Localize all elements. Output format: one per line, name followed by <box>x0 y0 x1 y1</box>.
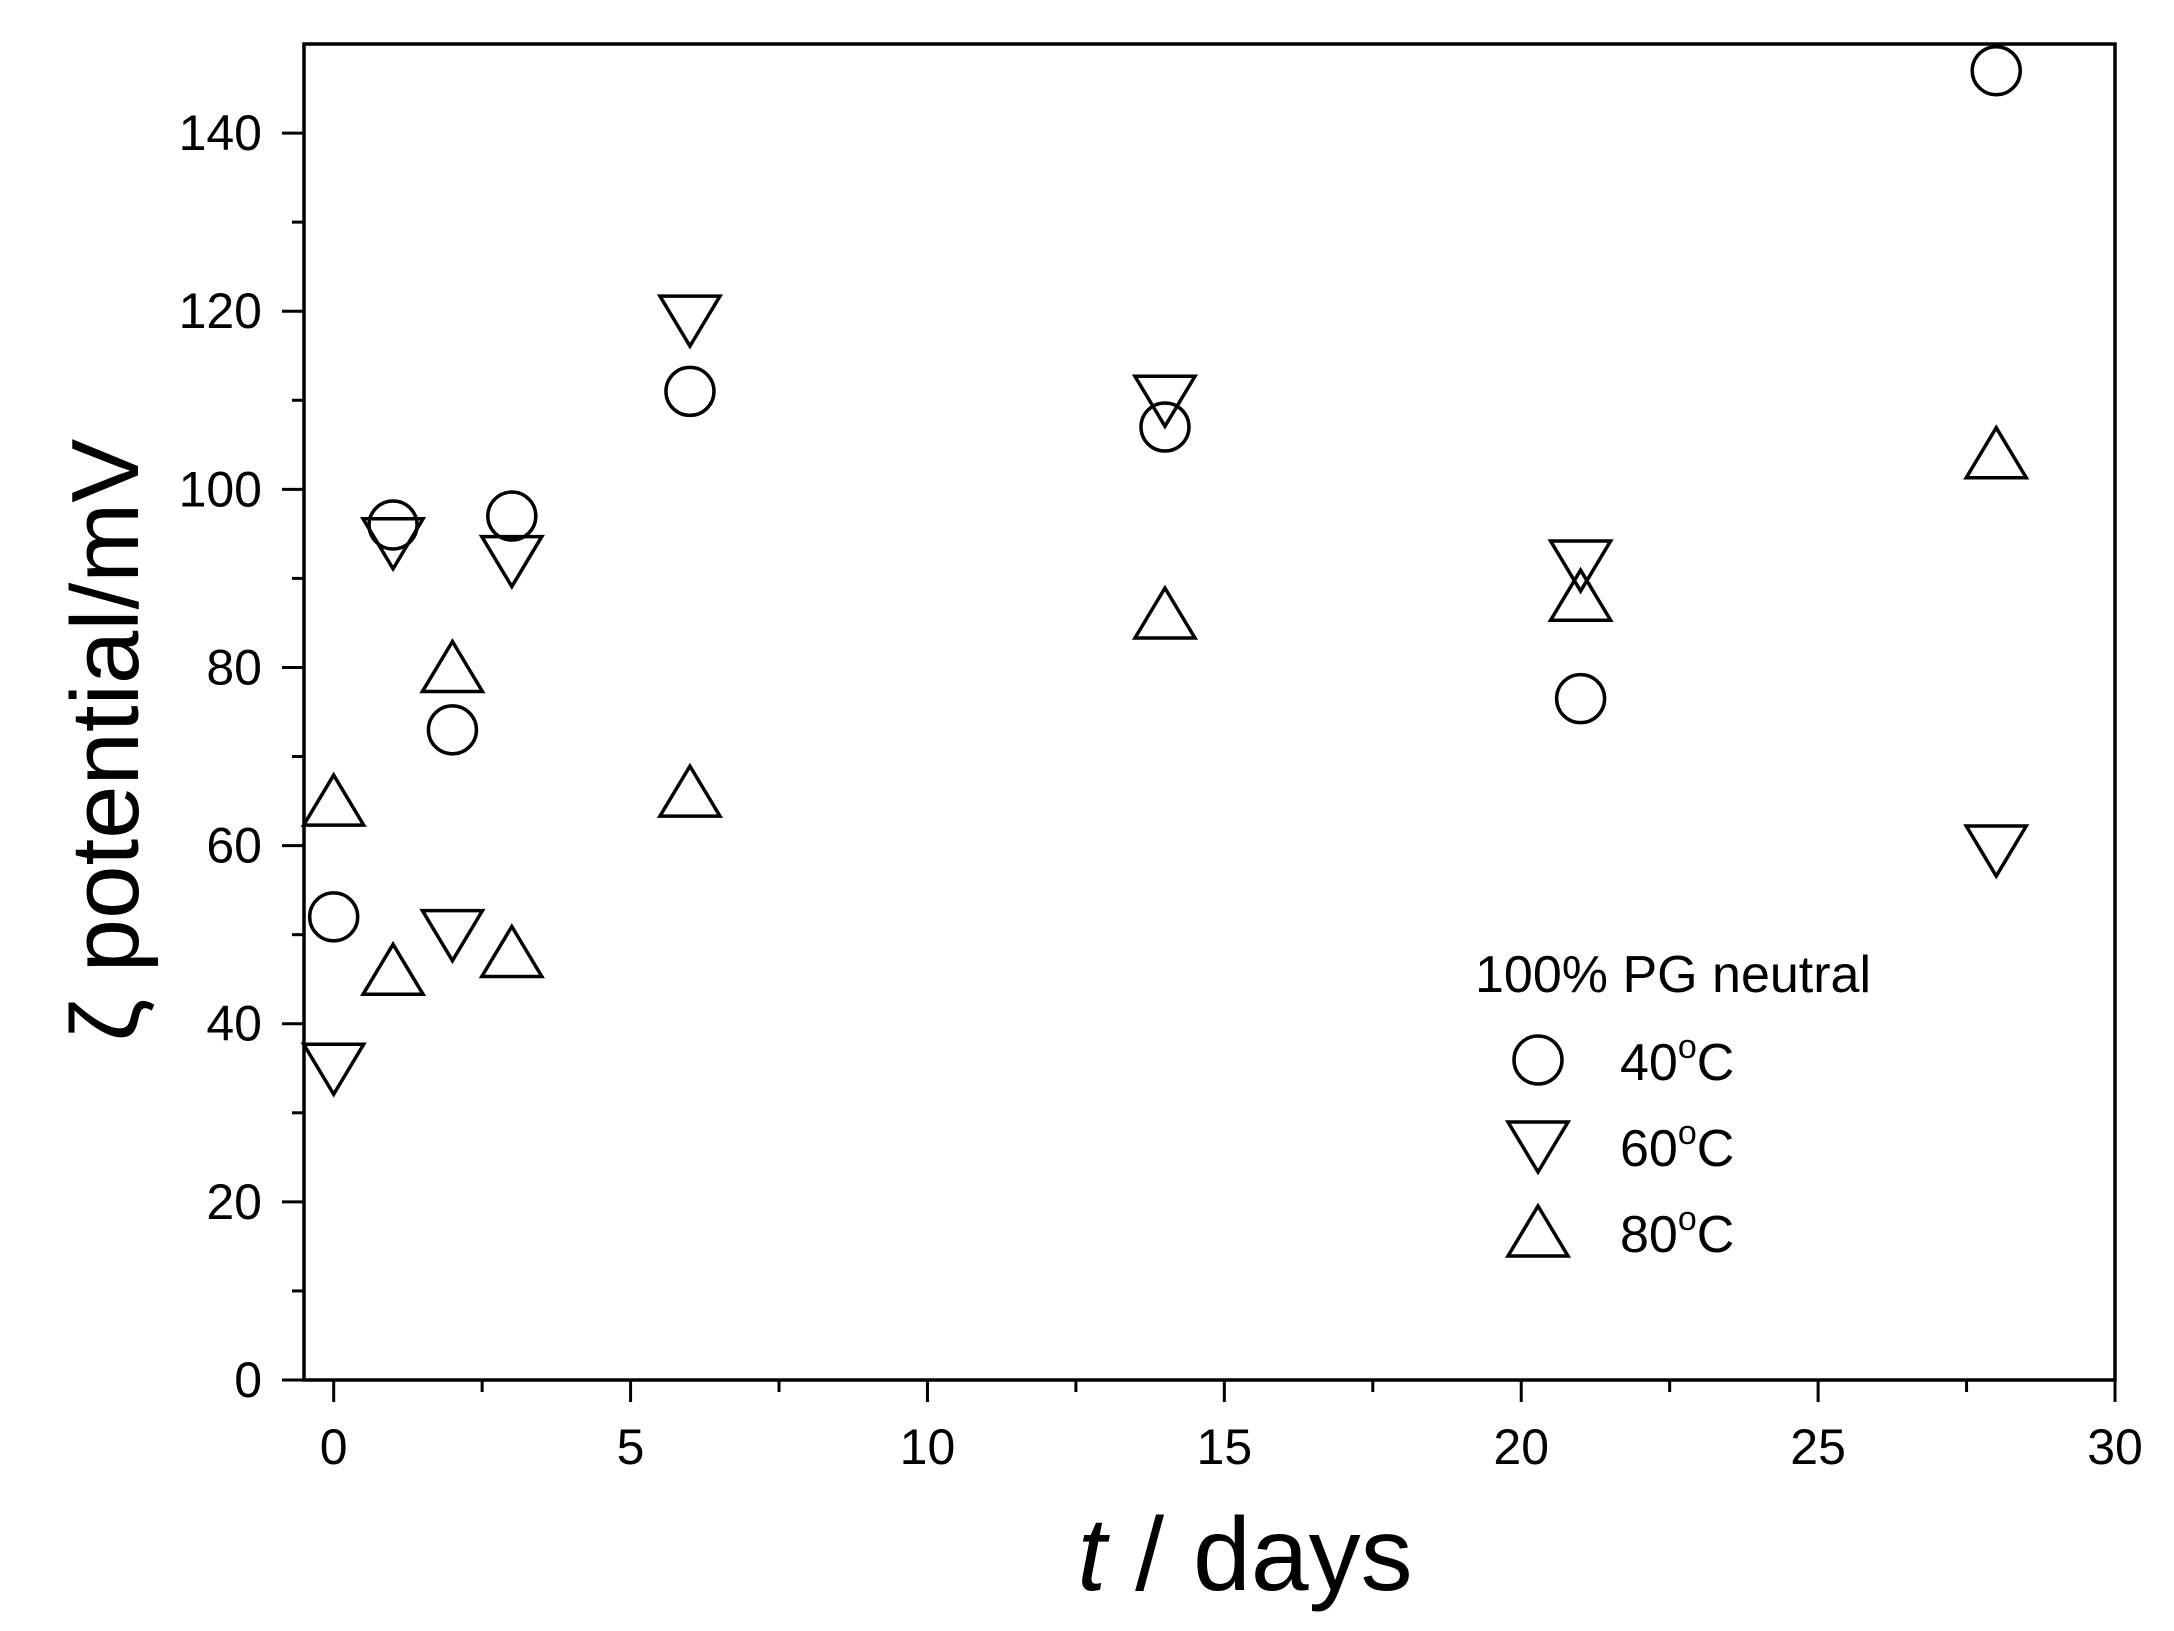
data-point-triangle-up <box>478 923 545 979</box>
data-point-triangle-down <box>359 517 427 573</box>
data-point-circle <box>1554 672 1607 725</box>
legend-label: 40oC <box>1620 1028 1734 1092</box>
legend: 100% PG neutral 40oC 60oC 80oC <box>1475 946 1871 1264</box>
plot-frame <box>302 42 2117 1382</box>
data-point-circle <box>426 704 479 756</box>
y-tick-label: 60 <box>206 818 262 874</box>
data-point-triangle-up <box>1963 424 2030 480</box>
legend-marker-triangle-down <box>1504 1120 1572 1176</box>
y-tick-label: 100 <box>179 461 262 517</box>
x-axis-title-unit: / days <box>1106 1497 1412 1613</box>
x-tick-label: 0 <box>320 1419 348 1475</box>
data-point-triangle-down <box>1547 539 1614 595</box>
y-tick-label: 40 <box>206 996 262 1052</box>
x-tick-label: 15 <box>1197 1419 1253 1475</box>
x-tick-label: 5 <box>617 1419 645 1475</box>
y-tick-label: 20 <box>206 1174 262 1230</box>
x-tick-label: 25 <box>1790 1419 1846 1475</box>
y-tick-label: 120 <box>179 283 262 339</box>
y-tick-label: 80 <box>206 639 262 695</box>
data-point-circle <box>1970 44 2022 97</box>
legend-label: 60oC <box>1620 1114 1734 1178</box>
y-axis-title: ζ potential/mV <box>52 439 159 1042</box>
legend-title: 100% PG neutral <box>1475 946 1871 1004</box>
legend-marker-triangle-up <box>1504 1202 1572 1258</box>
data-point-triangle-up <box>359 940 427 997</box>
data-point-circle <box>367 499 419 551</box>
data-point-triangle-up <box>300 771 367 827</box>
y-tick-label: 140 <box>179 105 262 161</box>
legend-label: 80oC <box>1620 1200 1734 1264</box>
data-point-triangle-up <box>1131 584 1199 640</box>
data-point-triangle-up <box>419 638 486 694</box>
x-tick-label: 30 <box>2087 1419 2143 1475</box>
axis-tick-labels: 0 5 10 15 20 25 30 0 20 40 60 80 100 120 140 <box>179 105 2143 1475</box>
data-point-triangle-up <box>656 762 724 818</box>
data-point-triangle-down <box>300 1042 367 1098</box>
data-point-circle <box>307 891 360 943</box>
x-tick-label: 10 <box>900 1419 956 1475</box>
axis-ticks <box>282 131 2117 1402</box>
data-point-triangle-down <box>656 294 724 350</box>
legend-entries: 40oC 60oC 80oC <box>1504 1028 1734 1264</box>
x-tick-label: 20 <box>1493 1419 1549 1475</box>
data-point-triangle-up <box>1547 566 1614 622</box>
data-point-circle <box>664 365 716 418</box>
data-point-triangle-down <box>1131 374 1199 430</box>
x-axis-title: t / days <box>1077 1497 1412 1613</box>
y-tick-label: 0 <box>234 1352 262 1408</box>
x-axis-title-variable: t <box>1077 1497 1110 1613</box>
data-point-circle <box>1139 401 1191 453</box>
data-point-triangle-down <box>1963 824 2030 880</box>
data-points <box>300 44 2030 1098</box>
data-point-circle <box>486 490 538 542</box>
data-point-triangle-down <box>419 908 486 965</box>
legend-marker-circle <box>1512 1034 1564 1086</box>
data-point-triangle-down <box>478 534 545 590</box>
